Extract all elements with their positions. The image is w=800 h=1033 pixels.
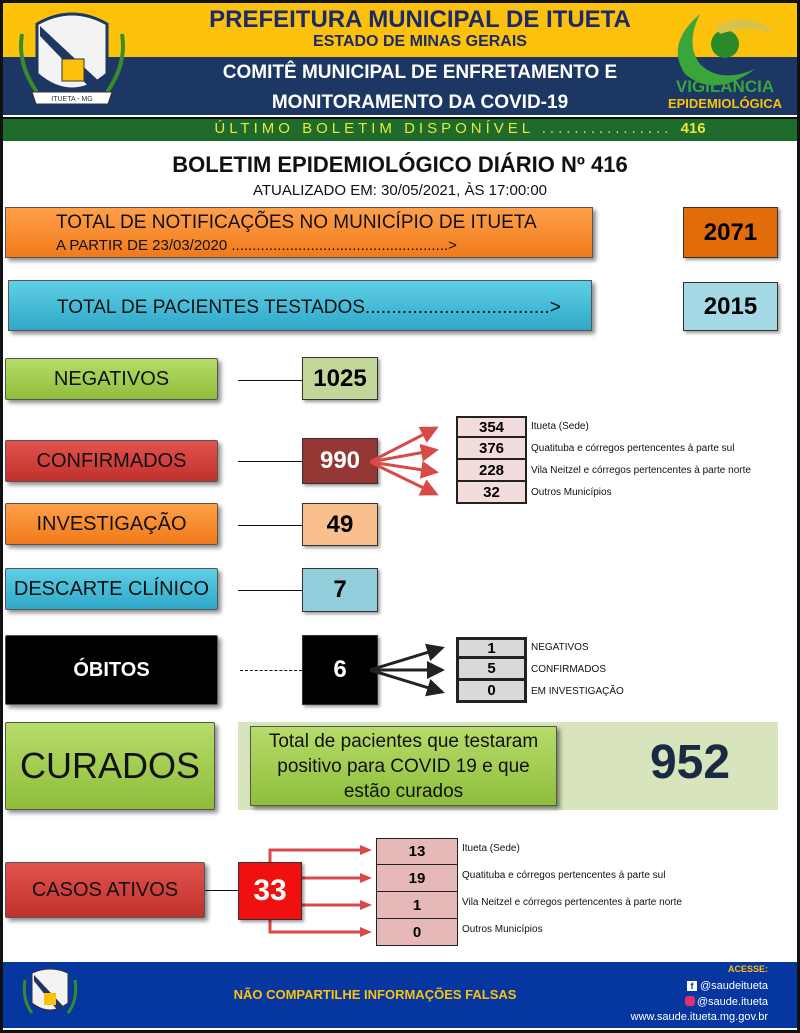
active-cases-value: 33: [238, 862, 302, 920]
active-norte-label: Vila Neitzel e córregos pertencentes à p…: [462, 897, 682, 908]
deaths-confirmed-value: 5: [456, 659, 527, 681]
notifications-label-box: TOTAL DE NOTIFICAÇÕES NO MUNICÍPIO DE IT…: [5, 207, 593, 258]
recovered-label: CURADOS: [5, 722, 215, 810]
facebook-icon: f: [686, 981, 697, 991]
connector-line: [238, 380, 302, 381]
connector-line: [240, 670, 302, 671]
footer-message: NÃO COMPARTILHE INFORMAÇÕES FALSAS: [233, 987, 517, 1002]
active-sul-value: 19: [376, 865, 458, 892]
negatives-value: 1025: [302, 357, 378, 400]
footer-access: ACESSE:: [727, 964, 768, 974]
deaths-confirmed-label: CONFIRMADOS: [531, 664, 606, 675]
negatives-label: NEGATIVOS: [5, 358, 218, 400]
active-outros-label: Outros Municípios: [462, 924, 543, 935]
confirmed-sul-value: 376: [456, 438, 527, 460]
notifications-value: 2071: [683, 207, 778, 258]
recovered-description: Total de pacientes que testaram positivo…: [250, 726, 557, 806]
notifications-line1: TOTAL DE NOTIFICAÇÕES NO MUNICÍPIO DE IT…: [56, 212, 537, 233]
connector-line: [238, 590, 302, 591]
active-sul-label: Quatituba e córregos pertencentes à part…: [462, 870, 666, 881]
committee-line2: MONITORAMENTO DA COVID-19: [271, 92, 569, 113]
municipal-crest-logo: ITUETA - MG: [19, 12, 125, 105]
confirmed-arrows: [370, 426, 439, 496]
footer: [3, 962, 797, 1028]
instagram-icon: [684, 996, 695, 1006]
confirmed-norte-label: Vila Neitzel e córregos pertencentes à p…: [531, 465, 751, 476]
investigation-label: INVESTIGAÇÃO: [5, 503, 218, 545]
svg-text:VIGILÂNCIA: VIGILÂNCIA: [676, 77, 774, 96]
header-state: ESTADO DE MINAS GERAIS: [313, 33, 527, 50]
connector-line: [238, 525, 302, 526]
deaths-arrows: [370, 643, 445, 697]
committee-line1: COMITÊ MUNICIPAL DE ENFRETAMENTO E: [222, 62, 618, 83]
investigation-value: 49: [302, 503, 378, 546]
footer-facebook-link[interactable]: f @saudeitueta: [600, 980, 768, 992]
clinical-discard-label: DESCARTE CLÍNICO: [5, 568, 218, 610]
tested-label-box: TOTAL DE PACIENTES TESTADOS.............…: [8, 280, 592, 331]
recovered-value: 952: [649, 736, 731, 789]
connector-line: [238, 461, 302, 462]
deaths-negative-value: 1: [456, 637, 527, 659]
notifications-line2: A PARTIR DE 23/03/2020 .................…: [56, 237, 457, 254]
active-sede-value: 13: [376, 838, 458, 865]
deaths-value: 6: [302, 635, 378, 705]
confirmed-sede-value: 354: [456, 416, 527, 438]
confirmed-sul-label: Quatituba e córregos pertencentes à part…: [531, 443, 735, 454]
active-arrows: [268, 845, 372, 937]
bulletin-updated: ATUALIZADO EM: 30/05/2021, ÀS 17:00:00: [252, 182, 548, 199]
confirmed-label: CONFIRMADOS: [5, 440, 218, 482]
confirmed-sede-label: Itueta (Sede): [531, 421, 589, 432]
clinical-discard-value: 7: [302, 568, 378, 612]
connector-line: [205, 890, 238, 891]
header-yellow-band: [0, 0, 800, 57]
last-bulletin: ÚLTIMO BOLETIM DISPONÍVEL ..............…: [214, 120, 706, 137]
bulletin-title: BOLETIM EPIDEMIOLÓGICO DIÁRIO Nº 416: [172, 152, 628, 177]
confirmed-breakdown: 354 376 228 32: [456, 416, 527, 504]
active-breakdown: 13 19 1 0: [376, 838, 458, 946]
active-sede-label: Itueta (Sede): [462, 843, 520, 854]
header-title: PREFEITURA MUNICIPAL DE ITUETA: [209, 6, 631, 33]
active-outros-value: 0: [376, 919, 458, 946]
active-cases-label: CASOS ATIVOS: [5, 862, 205, 918]
confirmed-norte-value: 228: [456, 460, 527, 482]
deaths-label: ÓBITOS: [5, 635, 218, 705]
confirmed-outros-value: 32: [456, 482, 527, 504]
svg-text:ITUETA - MG: ITUETA - MG: [51, 96, 92, 103]
deaths-negative-label: NEGATIVOS: [531, 642, 589, 653]
footer-instagram-link[interactable]: @saude.itueta: [600, 996, 768, 1008]
footer-website-link[interactable]: www.saude.itueta.mg.gov.br: [630, 1011, 768, 1023]
tested-value: 2015: [683, 282, 778, 331]
active-norte-value: 1: [376, 892, 458, 919]
deaths-breakdown: 1 5 0: [456, 637, 527, 703]
vigilancia-logo: VIGILÂNCIA EPIDEMIOLÓGICA: [668, 14, 783, 111]
confirmed-outros-label: Outros Municípios: [531, 487, 612, 498]
deaths-investigation-value: 0: [456, 681, 527, 703]
deaths-investigation-label: EM INVESTIGAÇÃO: [531, 686, 624, 697]
svg-text:EPIDEMIOLÓGICA: EPIDEMIOLÓGICA: [668, 96, 783, 111]
footer-crest-logo: [22, 968, 78, 1014]
header-blue-band: [0, 57, 800, 115]
header-green-band: [0, 117, 800, 141]
confirmed-value: 990: [302, 438, 378, 484]
